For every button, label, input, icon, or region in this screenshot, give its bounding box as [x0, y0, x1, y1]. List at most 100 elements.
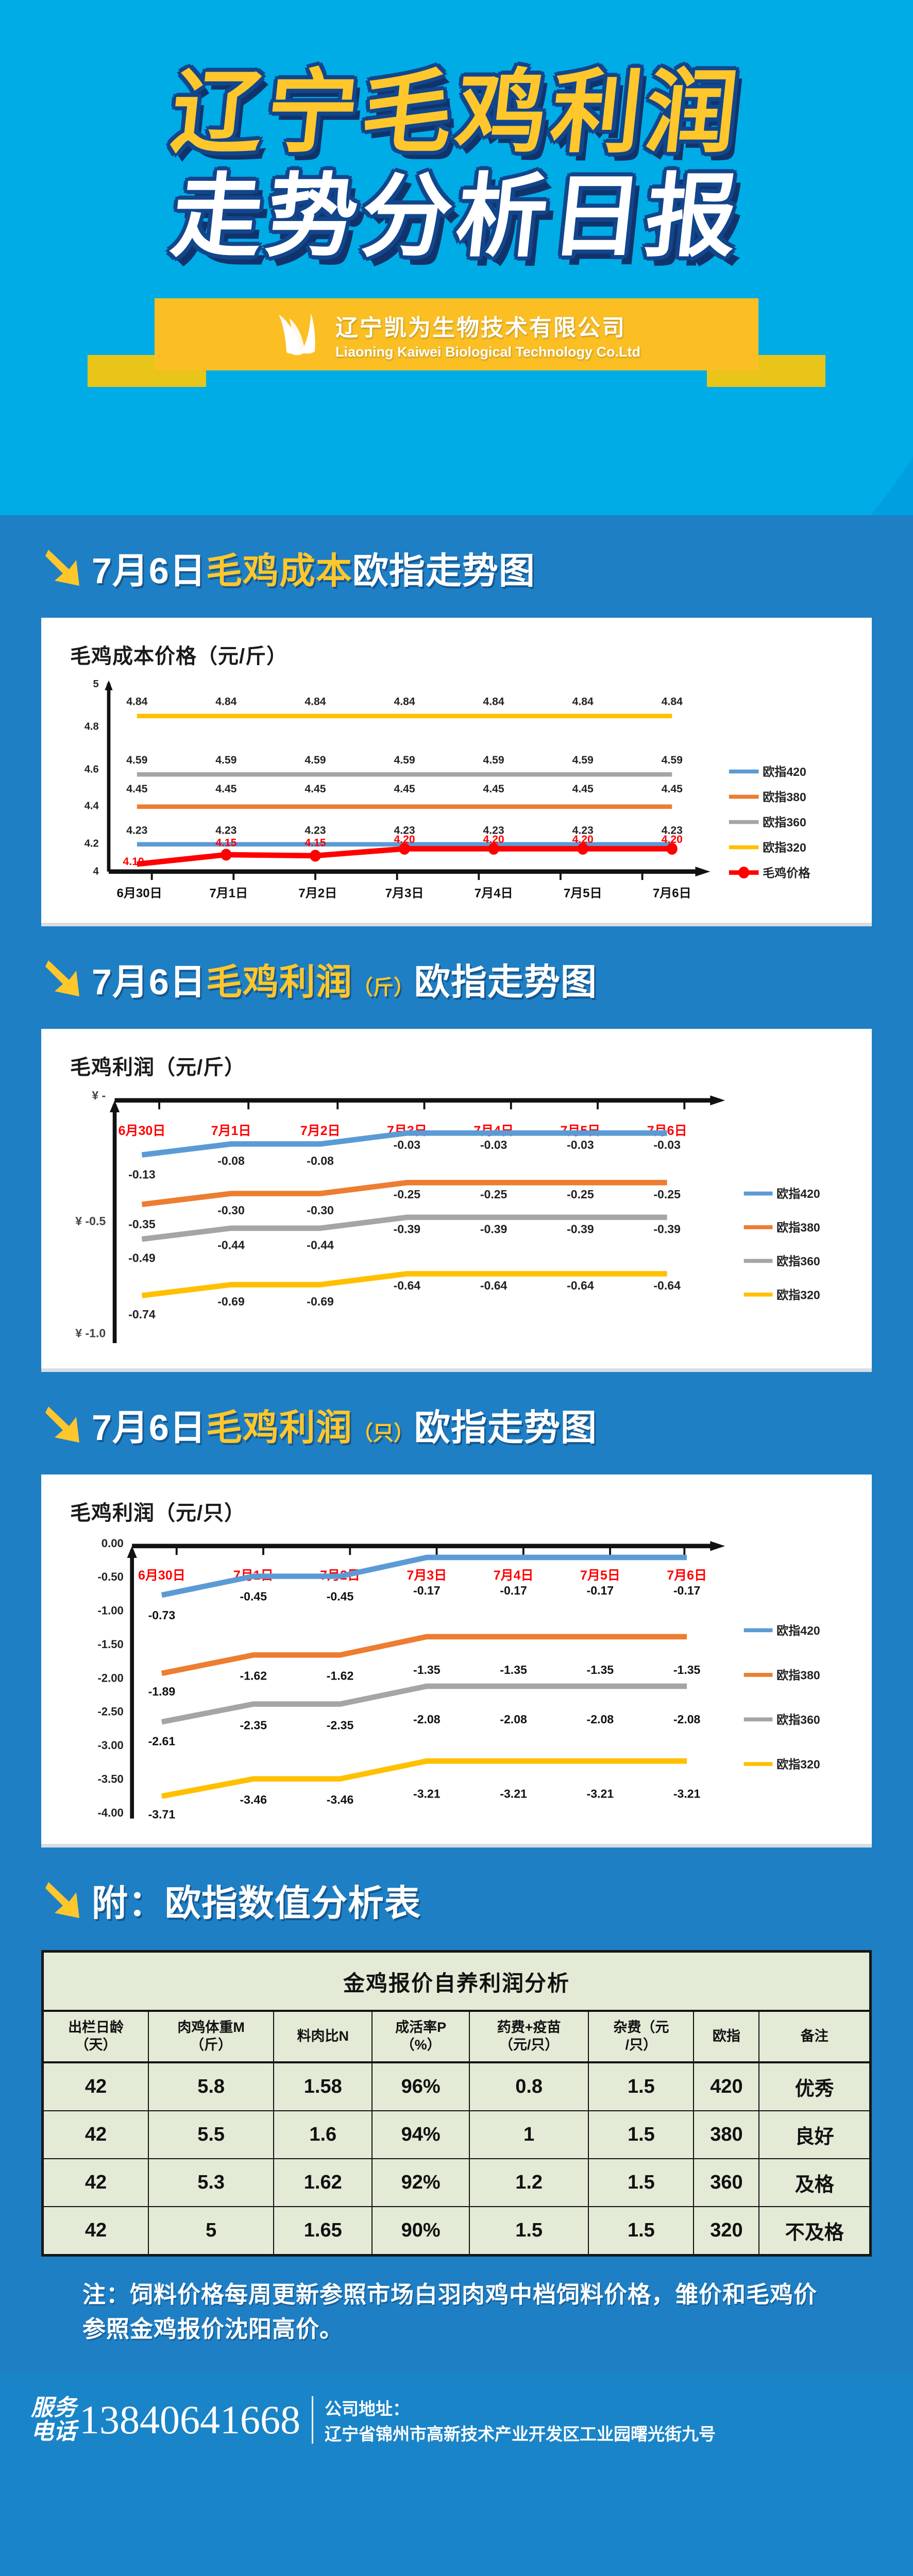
cell-age: 42 [42, 2158, 149, 2207]
cell-weight: 5.3 [148, 2158, 275, 2207]
section-1-heading: 7月6日毛鸡成本欧指走势图 [41, 515, 872, 618]
svg-text:7月6日: 7月6日 [653, 887, 691, 901]
svg-text:7月4日: 7月4日 [494, 1568, 534, 1583]
svg-text:-0.13: -0.13 [128, 1168, 156, 1181]
th-misc: 杂费（元/只） [588, 2010, 695, 2063]
chart-3-ytick-1.5: -1.50 [97, 1638, 123, 1651]
chart-1-ytick-4.8: 4.8 [84, 721, 99, 733]
svg-text:4.45: 4.45 [662, 783, 683, 795]
svg-text:4.84: 4.84 [305, 696, 326, 708]
svg-text:-0.08: -0.08 [217, 1154, 245, 1167]
cell-feed-ratio: 1.58 [273, 2061, 373, 2111]
chart-3-legend: 欧指420 欧指380 欧指360 欧指320 [743, 1624, 820, 1771]
section-cost-chart: 7月6日毛鸡成本欧指走势图 毛鸡成本价格（元/斤） 5 4.8 4.6 4.4 … [0, 515, 913, 926]
table-row: 42 5.3 1.62 92% 1.2 1.5 360 及格 [42, 2158, 870, 2207]
section-3-tail: 欧指走势图 [414, 1408, 597, 1448]
svg-text:欧指320: 欧指320 [763, 841, 806, 854]
section-1-date: 7月6日 [92, 551, 206, 591]
svg-text:7月1日: 7月1日 [211, 1124, 251, 1138]
svg-text:4.59: 4.59 [215, 754, 236, 766]
chart-2-legend: 欧指420 欧指380 欧指360 欧指320 [743, 1187, 820, 1301]
infographic-page: 辽宁毛鸡利润 走势分析日报 辽宁凯为生物技术有限公司 Liaoning Kaiw… [0, 0, 913, 2509]
svg-text:欧指380: 欧指380 [776, 1221, 820, 1234]
svg-text:7月1日: 7月1日 [209, 887, 248, 901]
svg-text:-2.08: -2.08 [673, 1713, 701, 1726]
svg-text:-0.39: -0.39 [480, 1222, 508, 1235]
chart-3-ytick-3.0: -3.00 [97, 1739, 123, 1752]
svg-text:7月5日: 7月5日 [580, 1568, 620, 1583]
svg-text:欧指380: 欧指380 [763, 790, 806, 804]
hero-banner: 辽宁毛鸡利润 走势分析日报 辽宁凯为生物技术有限公司 Liaoning Kaiw… [0, 0, 913, 515]
svg-text:-1.35: -1.35 [673, 1663, 701, 1676]
svg-text:-3.21: -3.21 [413, 1787, 441, 1800]
svg-text:欧指420: 欧指420 [776, 1187, 820, 1200]
svg-text:欧指420: 欧指420 [776, 1624, 820, 1637]
svg-text:4.45: 4.45 [572, 783, 594, 795]
footer-phone-label-line2: 电话 [31, 2418, 76, 2444]
section-2-unit: （斤） [352, 976, 414, 999]
footer-phone-number[interactable]: 13840641668 [79, 2397, 300, 2442]
cell-age: 42 [42, 2110, 149, 2159]
svg-text:7月3日: 7月3日 [385, 887, 424, 901]
section-4-heading: 附：欧指数值分析表 [41, 1848, 872, 1950]
chart-2-svg: ¥ - ¥ -0.5 ¥ -1.0 6月30日 7月1日 7月2日 7月3日 7月4日… [75, 1089, 820, 1343]
cell-remark: 良好 [758, 2110, 870, 2159]
svg-text:7月2日: 7月2日 [298, 887, 337, 901]
chart-card-1: 毛鸡成本价格（元/斤） 5 4.8 4.6 4.4 4.2 4 [41, 618, 872, 926]
svg-text:欧指360: 欧指360 [776, 1255, 820, 1268]
svg-text:-0.39: -0.39 [394, 1222, 421, 1235]
th-age: 出栏日龄 （天） [42, 2010, 149, 2063]
th-remark: 备注 [758, 2010, 870, 2063]
svg-text:-0.69: -0.69 [307, 1295, 334, 1308]
down-right-arrow-icon [45, 1406, 79, 1443]
hero-arc-front [0, 0, 913, 515]
th-weight: 肉鸡体重M （斤） [148, 2010, 275, 2063]
svg-text:7月2日: 7月2日 [300, 1124, 341, 1138]
chart-2-ytick-0: ¥ - [92, 1089, 106, 1102]
cell-survival: 94% [371, 2110, 470, 2159]
cell-misc: 1.5 [588, 2206, 695, 2255]
svg-text:4.45: 4.45 [483, 783, 504, 795]
svg-text:-1.35: -1.35 [500, 1663, 527, 1676]
svg-text:4.45: 4.45 [394, 783, 415, 795]
chart-3-ytick-3.5: -3.50 [97, 1773, 123, 1786]
svg-text:4.23: 4.23 [305, 825, 326, 837]
svg-text:-0.25: -0.25 [567, 1188, 594, 1201]
svg-text:-2.61: -2.61 [148, 1735, 176, 1748]
footer-contact: 服务 电话 13840641668 公司地址： 辽宁省锦州市高新技术产业开发区工… [0, 2372, 913, 2509]
section-3-heading: 7月6日毛鸡利润（只）欧指走势图 [41, 1372, 872, 1475]
section-profit-per-bird: 7月6日毛鸡利润（只）欧指走势图 毛鸡利润（元/只） [0, 1372, 913, 1848]
svg-text:7月6日: 7月6日 [667, 1568, 707, 1583]
footer-address-block: 公司地址： 辽宁省锦州市高新技术产业开发区工业园曙光街九号 [313, 2396, 716, 2447]
svg-text:4.59: 4.59 [305, 754, 326, 766]
cell-age: 42 [42, 2061, 149, 2111]
svg-text:-0.69: -0.69 [217, 1295, 245, 1308]
svg-text:-0.17: -0.17 [587, 1584, 614, 1597]
svg-text:4.23: 4.23 [483, 825, 504, 837]
cell-medicine: 1.2 [468, 2158, 589, 2207]
company-logo-icon [279, 313, 315, 355]
chart-3-ytick-1.0: -1.00 [97, 1604, 123, 1617]
svg-text:-0.25: -0.25 [480, 1188, 508, 1201]
svg-text:欧指380: 欧指380 [776, 1669, 820, 1682]
svg-text:4.20: 4.20 [572, 834, 594, 845]
chart-1-legend: 欧指420 欧指380 欧指360 欧指320 毛鸡价格 [729, 765, 810, 879]
footer-address-value: 辽宁省锦州市高新技术产业开发区工业园曙光街九号 [325, 2425, 716, 2444]
chart-card-3: 毛鸡利润（元/只） 0.00 -0.50 [41, 1475, 872, 1848]
table-title: 金鸡报价自养利润分析 [43, 1952, 870, 2012]
th-ou-index: 欧指 [693, 2010, 760, 2063]
cell-survival: 96% [371, 2061, 470, 2111]
section-index-table: 附：欧指数值分析表 金鸡报价自养利润分析 出栏日龄 （天） 肉鸡体重M （斤） 料肉… [0, 1848, 913, 2372]
chart-1-ytick-4.2: 4.2 [84, 838, 99, 850]
cell-remark: 优秀 [758, 2061, 870, 2111]
svg-text:4.84: 4.84 [394, 696, 415, 708]
svg-text:7月4日: 7月4日 [475, 887, 513, 901]
svg-text:-0.03: -0.03 [394, 1138, 421, 1151]
svg-text:-0.30: -0.30 [307, 1204, 334, 1217]
svg-text:-3.46: -3.46 [327, 1793, 354, 1806]
chart-1-ytick-4.4: 4.4 [84, 801, 99, 812]
company-ribbon: 辽宁凯为生物技术有限公司 Liaoning Kaiwei Biological … [0, 294, 913, 397]
svg-text:-0.08: -0.08 [307, 1154, 334, 1167]
svg-text:-0.17: -0.17 [673, 1584, 701, 1597]
down-right-arrow-icon [45, 1882, 79, 1918]
